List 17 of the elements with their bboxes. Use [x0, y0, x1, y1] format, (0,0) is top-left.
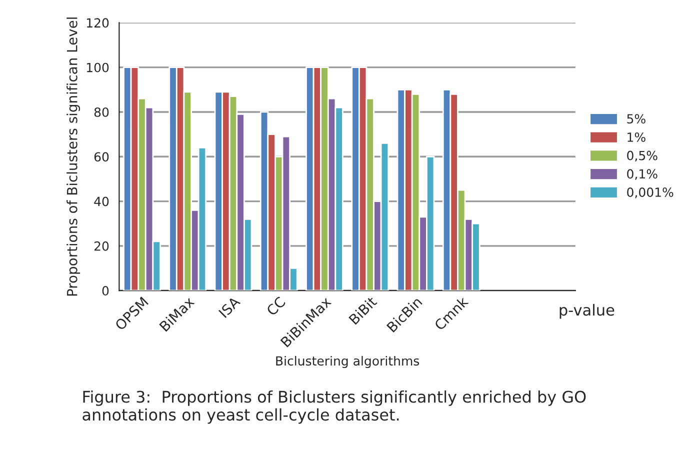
- caption: Figure 3: Proportions of Biclusters significantly enriched by GO annotations on yeast cell-cycle dataset.: [82, 390, 586, 424]
- legend-label: 0,001%: [627, 187, 674, 198]
- x-tick-label: ISA: [218, 296, 241, 318]
- x-axis-title: Biclustering algorithms: [276, 356, 420, 368]
- y-axis-title: Proportions of Biclusters significan Level: [66, 18, 80, 296]
- y-tick-label: 120: [86, 18, 109, 28]
- y-tick-label: 80: [94, 107, 109, 117]
- y-tick-label: 40: [94, 196, 109, 206]
- legend-label: 0,1%: [627, 169, 658, 180]
- y-tick-label: 100: [86, 62, 109, 72]
- legend-label: 5%: [627, 114, 646, 124]
- y-tick-label: 60: [94, 152, 109, 162]
- y-tick-label: 20: [94, 241, 109, 251]
- text: p-value: [560, 304, 614, 319]
- legend-label: 1%: [628, 132, 646, 142]
- legend-label: 0,5%: [627, 150, 658, 162]
- y-tick-label: 0: [102, 286, 109, 296]
